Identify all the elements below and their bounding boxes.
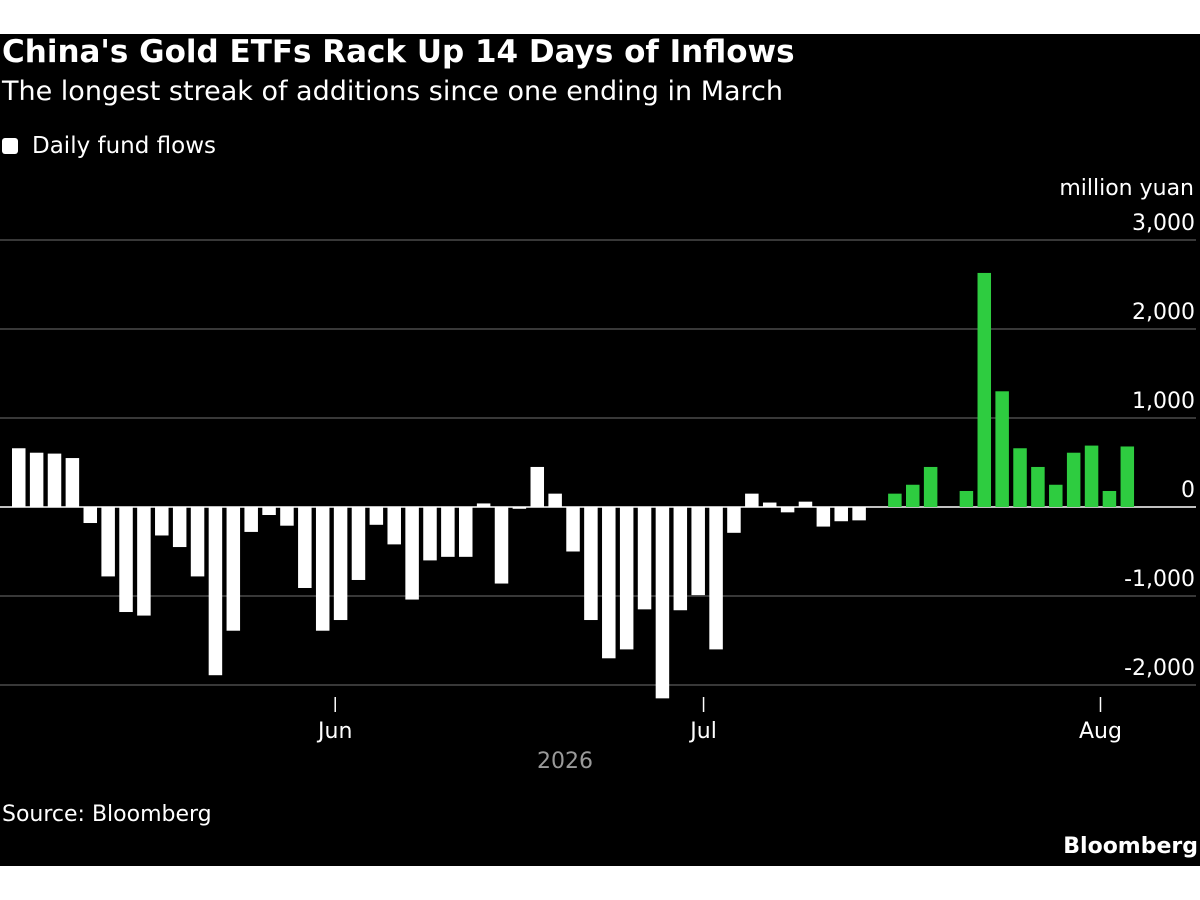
bar [548, 493, 562, 507]
bar [995, 391, 1009, 507]
bar [315, 507, 330, 631]
bar [83, 507, 98, 524]
bar [673, 507, 688, 611]
bar [65, 458, 80, 507]
bar [888, 493, 902, 507]
bar [691, 507, 705, 596]
bar [226, 507, 241, 631]
y-axis-unit-label: million yuan [1059, 176, 1194, 201]
bar [333, 507, 348, 621]
bar [244, 507, 258, 532]
bar [602, 507, 616, 659]
bar [1031, 466, 1045, 507]
y-tick-label: -1,000 [1124, 567, 1195, 592]
bar [1102, 490, 1117, 507]
legend-label: Daily fund flows [32, 133, 217, 159]
bars [12, 272, 1135, 699]
bar [762, 502, 777, 507]
y-axis: 3,000 2,000 1,000 0 -1,000 -2,000 [1124, 211, 1195, 681]
bar [101, 507, 115, 577]
legend-swatch [2, 138, 18, 154]
bar [977, 272, 992, 507]
bar [387, 507, 401, 545]
bar [47, 453, 62, 507]
chart-subtitle: The longest streak of additions since on… [2, 76, 783, 107]
bar [798, 501, 813, 507]
x-axis: Jun Jul Aug 2026 [316, 697, 1122, 774]
source-note: Source: Bloomberg [2, 802, 212, 827]
y-tick-label: 2,000 [1132, 300, 1195, 325]
bar [12, 448, 26, 507]
chart-panel: China's Gold ETFs Rack Up 14 Days of Inf… [0, 34, 1200, 866]
bar [29, 452, 44, 507]
bar [530, 466, 545, 507]
bar [441, 507, 455, 557]
y-tick-label: -2,000 [1124, 656, 1195, 681]
bar [512, 507, 527, 509]
bar [494, 507, 509, 584]
bar [280, 507, 294, 526]
x-tick-label: Aug [1079, 719, 1122, 744]
bar [566, 507, 580, 552]
bar [655, 507, 670, 699]
bar [780, 507, 795, 513]
bar [262, 507, 276, 516]
bar [906, 484, 920, 507]
bar [155, 507, 169, 536]
bar [584, 507, 598, 621]
bar [298, 507, 312, 588]
bar [208, 507, 223, 676]
x-tick-label: Jul [688, 719, 717, 744]
bar [190, 507, 205, 577]
bar [459, 507, 473, 557]
bar [727, 507, 741, 533]
brand-logo-text: Bloomberg [1063, 834, 1198, 859]
legend: Daily fund flows [2, 132, 216, 160]
bar [959, 490, 974, 507]
bar [119, 507, 133, 613]
bar [1084, 445, 1099, 507]
bar [423, 507, 437, 561]
bar [405, 507, 419, 600]
bar [619, 507, 634, 650]
bar [1120, 446, 1135, 507]
bar [476, 503, 491, 507]
y-tick-label: 1,000 [1132, 389, 1195, 414]
bar [1049, 484, 1063, 507]
bar [745, 493, 759, 507]
bar [1013, 448, 1027, 507]
bar [923, 466, 938, 507]
bar [172, 507, 187, 548]
x-axis-year-label: 2026 [537, 749, 593, 774]
bar-chart: Jun Jul Aug 2026 3,000 2,000 1,000 0 -1,000 -2,0… [0, 211, 1196, 774]
bar [852, 507, 866, 521]
chart-title: China's Gold ETFs Rack Up 14 Days of Inf… [2, 34, 795, 70]
bar [369, 507, 384, 525]
bar [709, 507, 723, 650]
bar [816, 507, 831, 527]
bar [351, 507, 366, 580]
x-tick-label: Jun [316, 719, 352, 744]
bar [137, 507, 151, 616]
bar [1066, 452, 1081, 507]
bar [834, 507, 848, 522]
bar [637, 507, 652, 610]
y-tick-label: 3,000 [1132, 211, 1195, 236]
y-tick-label: 0 [1181, 478, 1195, 503]
